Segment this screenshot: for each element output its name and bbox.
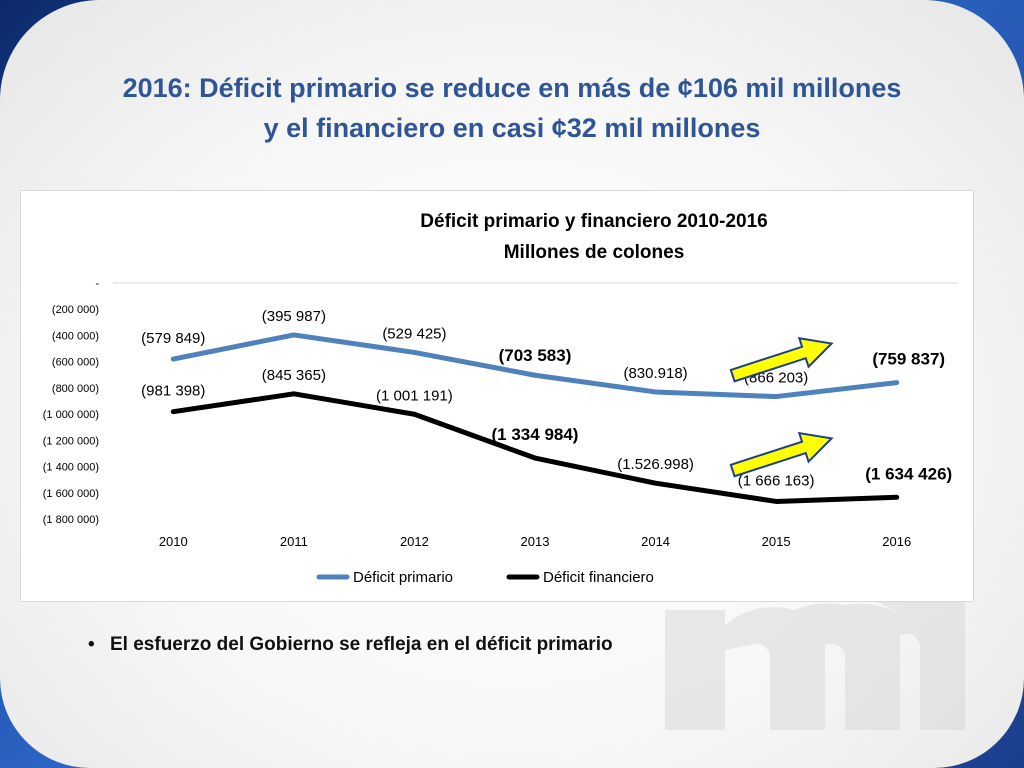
data-label: (981 398): [141, 383, 205, 400]
data-label: (395 987): [262, 308, 326, 325]
data-label: (703 583): [499, 346, 572, 365]
y-tick-label: (1 000 000): [43, 409, 99, 421]
y-tick-label: (1 200 000): [43, 435, 99, 447]
chart-subtitle: Millones de colones: [504, 242, 685, 263]
watermark-logo: [665, 600, 965, 730]
series-line-financiero: [170, 391, 900, 504]
bullet-point: • El esfuerzo del Gobierno se refleja en …: [88, 634, 613, 656]
title-line-2: y el financiero en casi ¢32 mil millones: [263, 113, 761, 143]
y-axis: - (200 000) (400 000) (600 000) (800 000) (1 …: [43, 278, 957, 526]
x-tick-label: 2016: [882, 534, 911, 549]
bullet-marker: •: [88, 634, 95, 655]
data-label: (1 001 191): [376, 387, 453, 404]
data-label: (1 666 163): [738, 472, 815, 489]
x-tick-label: 2013: [521, 534, 550, 549]
data-label: (1.526.998): [617, 456, 694, 473]
x-tick-label: 2015: [762, 534, 791, 549]
arrows-layer: [729, 336, 834, 478]
slide-title: 2016: Déficit primario se reduce en más …: [40, 68, 984, 148]
data-label: (830.918): [623, 365, 687, 382]
y-tick-label: (1 600 000): [43, 488, 99, 500]
x-tick-label: 2012: [400, 534, 429, 549]
y-tick-label: (800 000): [52, 383, 99, 395]
data-label: (1 634 426): [865, 464, 952, 483]
line-chart: Déficit primario y financiero 2010-2016 …: [43, 211, 957, 586]
y-tick-label: (1 400 000): [43, 462, 99, 474]
y-tick-label: -: [95, 278, 99, 290]
series-layer: (579 849) (395 987) (529 425) (703 583) (830…: [141, 308, 952, 504]
x-axis: 2010 2011 2012 2013 2014 2015 2016: [159, 534, 911, 549]
up-arrow-financiero: [729, 431, 834, 478]
y-tick-label: (600 000): [52, 357, 99, 369]
y-tick-label: (200 000): [52, 304, 99, 316]
data-label: (845 365): [262, 367, 326, 384]
up-arrow-primario: [729, 336, 834, 383]
y-tick-label: (400 000): [52, 330, 99, 342]
data-label: (759 837): [872, 350, 945, 369]
legend-label: Déficit primario: [353, 569, 453, 586]
up-arrow-financiero-shape: [729, 431, 834, 478]
data-label: (529 425): [382, 325, 446, 342]
title-line-1: 2016: Déficit primario se reduce en más …: [122, 73, 902, 103]
y-tick-label: (1 800 000): [43, 514, 99, 526]
data-label: (579 849): [141, 330, 205, 347]
legend: Déficit primario Déficit financiero: [316, 569, 654, 586]
x-tick-label: 2010: [159, 534, 188, 549]
up-arrow-primario-shape: [729, 336, 834, 383]
chart-title: Déficit primario y financiero 2010-2016: [420, 211, 767, 232]
legend-label: Déficit financiero: [543, 569, 654, 586]
data-label: (1 334 984): [492, 425, 579, 444]
x-tick-label: 2011: [280, 534, 308, 549]
x-tick-label: 2014: [641, 534, 670, 549]
bullet-text: El esfuerzo del Gobierno se refleja en e…: [110, 634, 613, 655]
chart-panel: Déficit primario y financiero 2010-2016 …: [20, 190, 974, 602]
series-line-primario: [170, 332, 900, 400]
